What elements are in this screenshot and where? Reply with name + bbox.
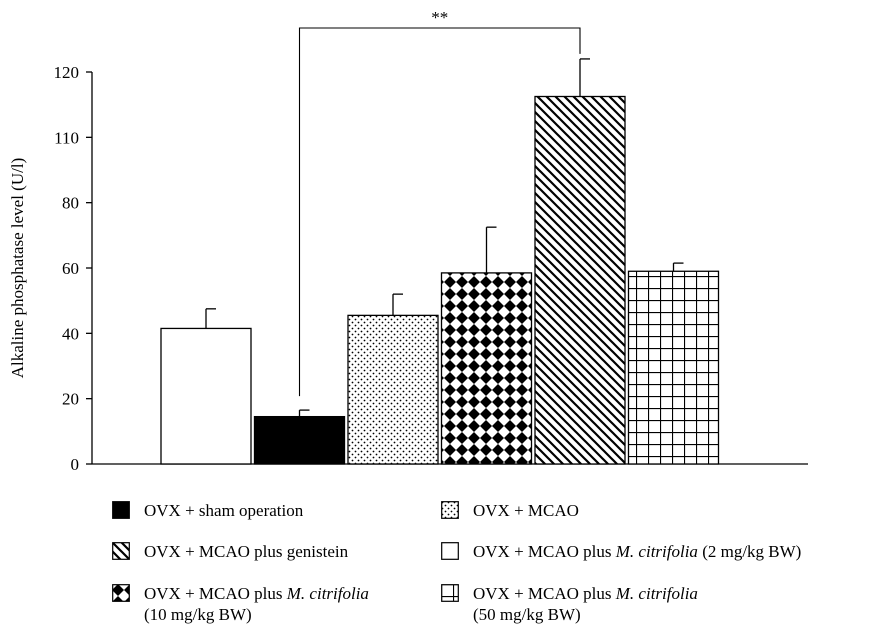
plot-area: 0 20 40 60 80 110 120 Alkaline phosphatase leve…: [8, 8, 808, 474]
bar: [627, 270, 720, 465]
bar: [160, 327, 252, 465]
significance-bracket: [298, 27, 581, 397]
y-axis-label: Alkaline phosphatase level (U/l): [8, 158, 27, 378]
y-tick-label: 80: [62, 194, 79, 213]
y-tick-label: 20: [62, 390, 79, 409]
y-tick-label: 110: [54, 128, 79, 147]
y-tick-label: 60: [62, 259, 79, 278]
bar: [440, 272, 533, 465]
bar: [253, 415, 346, 465]
y-tick-label: 120: [54, 63, 80, 82]
y-tick-label: 40: [62, 324, 79, 343]
bar: [347, 314, 439, 465]
y-tick-label: 0: [71, 455, 80, 474]
bar: [534, 95, 626, 465]
significance-marker: **: [431, 8, 448, 27]
